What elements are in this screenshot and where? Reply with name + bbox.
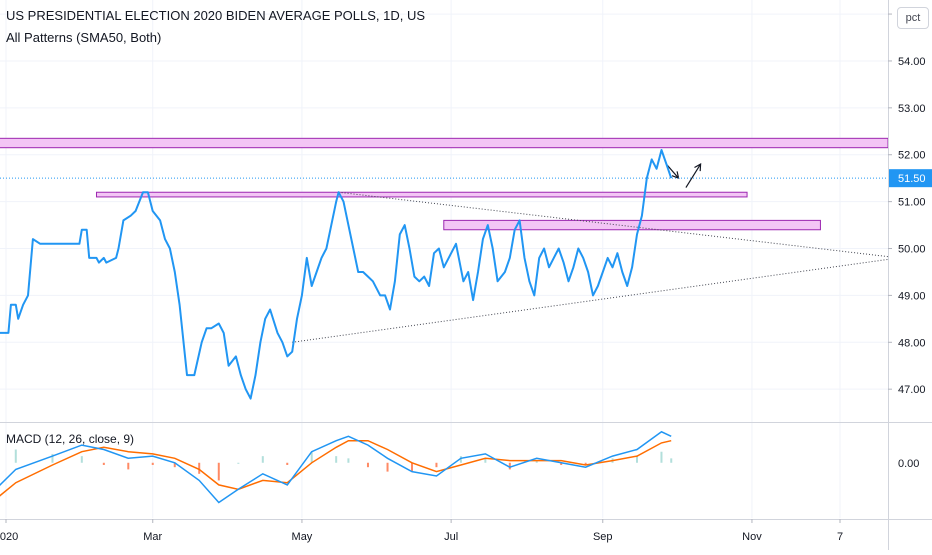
direction-arrowhead	[694, 163, 702, 172]
macd-histogram-bar	[636, 456, 639, 463]
direction-arrowhead	[671, 171, 680, 180]
time-tick-label: Mar	[143, 531, 162, 543]
price-tick-label: 50.00	[898, 244, 926, 256]
macd-histogram-bar	[535, 460, 538, 463]
macd-histogram-bar	[410, 462, 413, 472]
macd-histogram-bar	[508, 462, 511, 470]
macd-histogram-bar	[237, 462, 240, 464]
price-tick-label: 54.00	[898, 56, 926, 68]
price-tick-label: 47.00	[898, 384, 926, 396]
time-tick-label: May	[292, 531, 313, 543]
price-scale	[888, 0, 932, 550]
macd-histogram-bar	[80, 456, 83, 463]
macd-histogram-bar	[660, 451, 663, 463]
price-tick-label: 48.00	[898, 337, 926, 349]
macd-histogram-bar	[484, 458, 487, 463]
last-price-badge	[889, 169, 932, 188]
macd-histogram-bar	[151, 462, 154, 465]
macd-histogram-bar	[310, 451, 313, 463]
macd-histogram-bar	[198, 462, 201, 474]
price-tick-label: 49.00	[898, 290, 926, 302]
macd-histogram-bar	[14, 449, 17, 463]
macd-label: MACD (12, 26, close, 9)	[6, 432, 135, 446]
time-tick-label: Sep	[593, 531, 613, 543]
indicator-label: All Patterns (SMA50, Both)	[6, 30, 162, 45]
time-tick-label: Nov	[742, 531, 762, 543]
macd-histogram-bar	[286, 462, 289, 465]
macd-histogram-bar	[366, 462, 369, 468]
direction-arrow	[665, 163, 680, 179]
macd-histogram-bar	[102, 462, 105, 465]
macd-histogram-bar	[217, 462, 220, 481]
pattern-zone	[443, 219, 821, 231]
price-tick-label: 52.00	[898, 150, 926, 162]
trendline	[292, 257, 899, 343]
macd-histogram-bar	[261, 456, 264, 463]
price-tick-label: 53.00	[898, 103, 926, 115]
macd-tick-label: 0.00	[898, 458, 919, 470]
macd-histogram-bar	[670, 458, 673, 463]
macd-histogram-bar	[584, 462, 587, 465]
macd-histogram-bar	[127, 462, 130, 470]
pattern-zone	[95, 191, 748, 198]
time-tick-label: Jul	[444, 531, 458, 543]
macd-histogram-bar	[51, 453, 54, 463]
last-price-label: 51.50	[898, 173, 926, 185]
price-tick-label: 51.00	[898, 197, 926, 209]
macd-histogram-bar	[347, 458, 350, 463]
macd-signal-line	[0, 439, 672, 497]
macd-histogram-bar	[386, 462, 389, 472]
macd-histogram-bar	[335, 456, 338, 463]
pattern-zone	[0, 137, 889, 149]
macd-line	[0, 430, 672, 504]
chart-title: US PRESIDENTIAL ELECTION 2020 BIDEN AVER…	[6, 8, 426, 23]
time-tick-label: 2020	[0, 531, 18, 543]
direction-arrow	[685, 163, 702, 188]
time-tick-label: 7	[837, 531, 843, 543]
macd-histogram-bar	[459, 456, 462, 463]
macd-histogram-bar	[173, 462, 176, 468]
percent-scale-button[interactable]: pct	[897, 7, 929, 29]
trendline	[338, 191, 899, 259]
price-line	[0, 149, 673, 400]
macd-histogram-bar	[560, 462, 563, 465]
macd-histogram-bar	[435, 462, 438, 468]
